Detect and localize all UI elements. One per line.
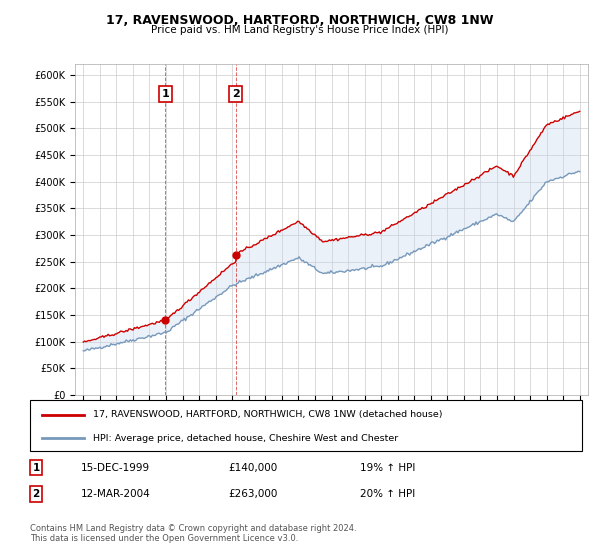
Text: HPI: Average price, detached house, Cheshire West and Chester: HPI: Average price, detached house, Ches… [93, 433, 398, 443]
Text: 15-DEC-1999: 15-DEC-1999 [81, 463, 150, 473]
Text: 20% ↑ HPI: 20% ↑ HPI [360, 489, 415, 499]
Text: 2: 2 [232, 89, 239, 99]
Text: 1: 1 [32, 463, 40, 473]
Text: 17, RAVENSWOOD, HARTFORD, NORTHWICH, CW8 1NW (detached house): 17, RAVENSWOOD, HARTFORD, NORTHWICH, CW8… [93, 410, 443, 419]
Text: 19% ↑ HPI: 19% ↑ HPI [360, 463, 415, 473]
Text: 17, RAVENSWOOD, HARTFORD, NORTHWICH, CW8 1NW: 17, RAVENSWOOD, HARTFORD, NORTHWICH, CW8… [106, 14, 494, 27]
Text: Price paid vs. HM Land Registry's House Price Index (HPI): Price paid vs. HM Land Registry's House … [151, 25, 449, 35]
Text: £140,000: £140,000 [228, 463, 277, 473]
Text: 12-MAR-2004: 12-MAR-2004 [81, 489, 151, 499]
Text: £263,000: £263,000 [228, 489, 277, 499]
Text: 2: 2 [32, 489, 40, 499]
Text: 1: 1 [161, 89, 169, 99]
Text: Contains HM Land Registry data © Crown copyright and database right 2024.
This d: Contains HM Land Registry data © Crown c… [30, 524, 356, 543]
